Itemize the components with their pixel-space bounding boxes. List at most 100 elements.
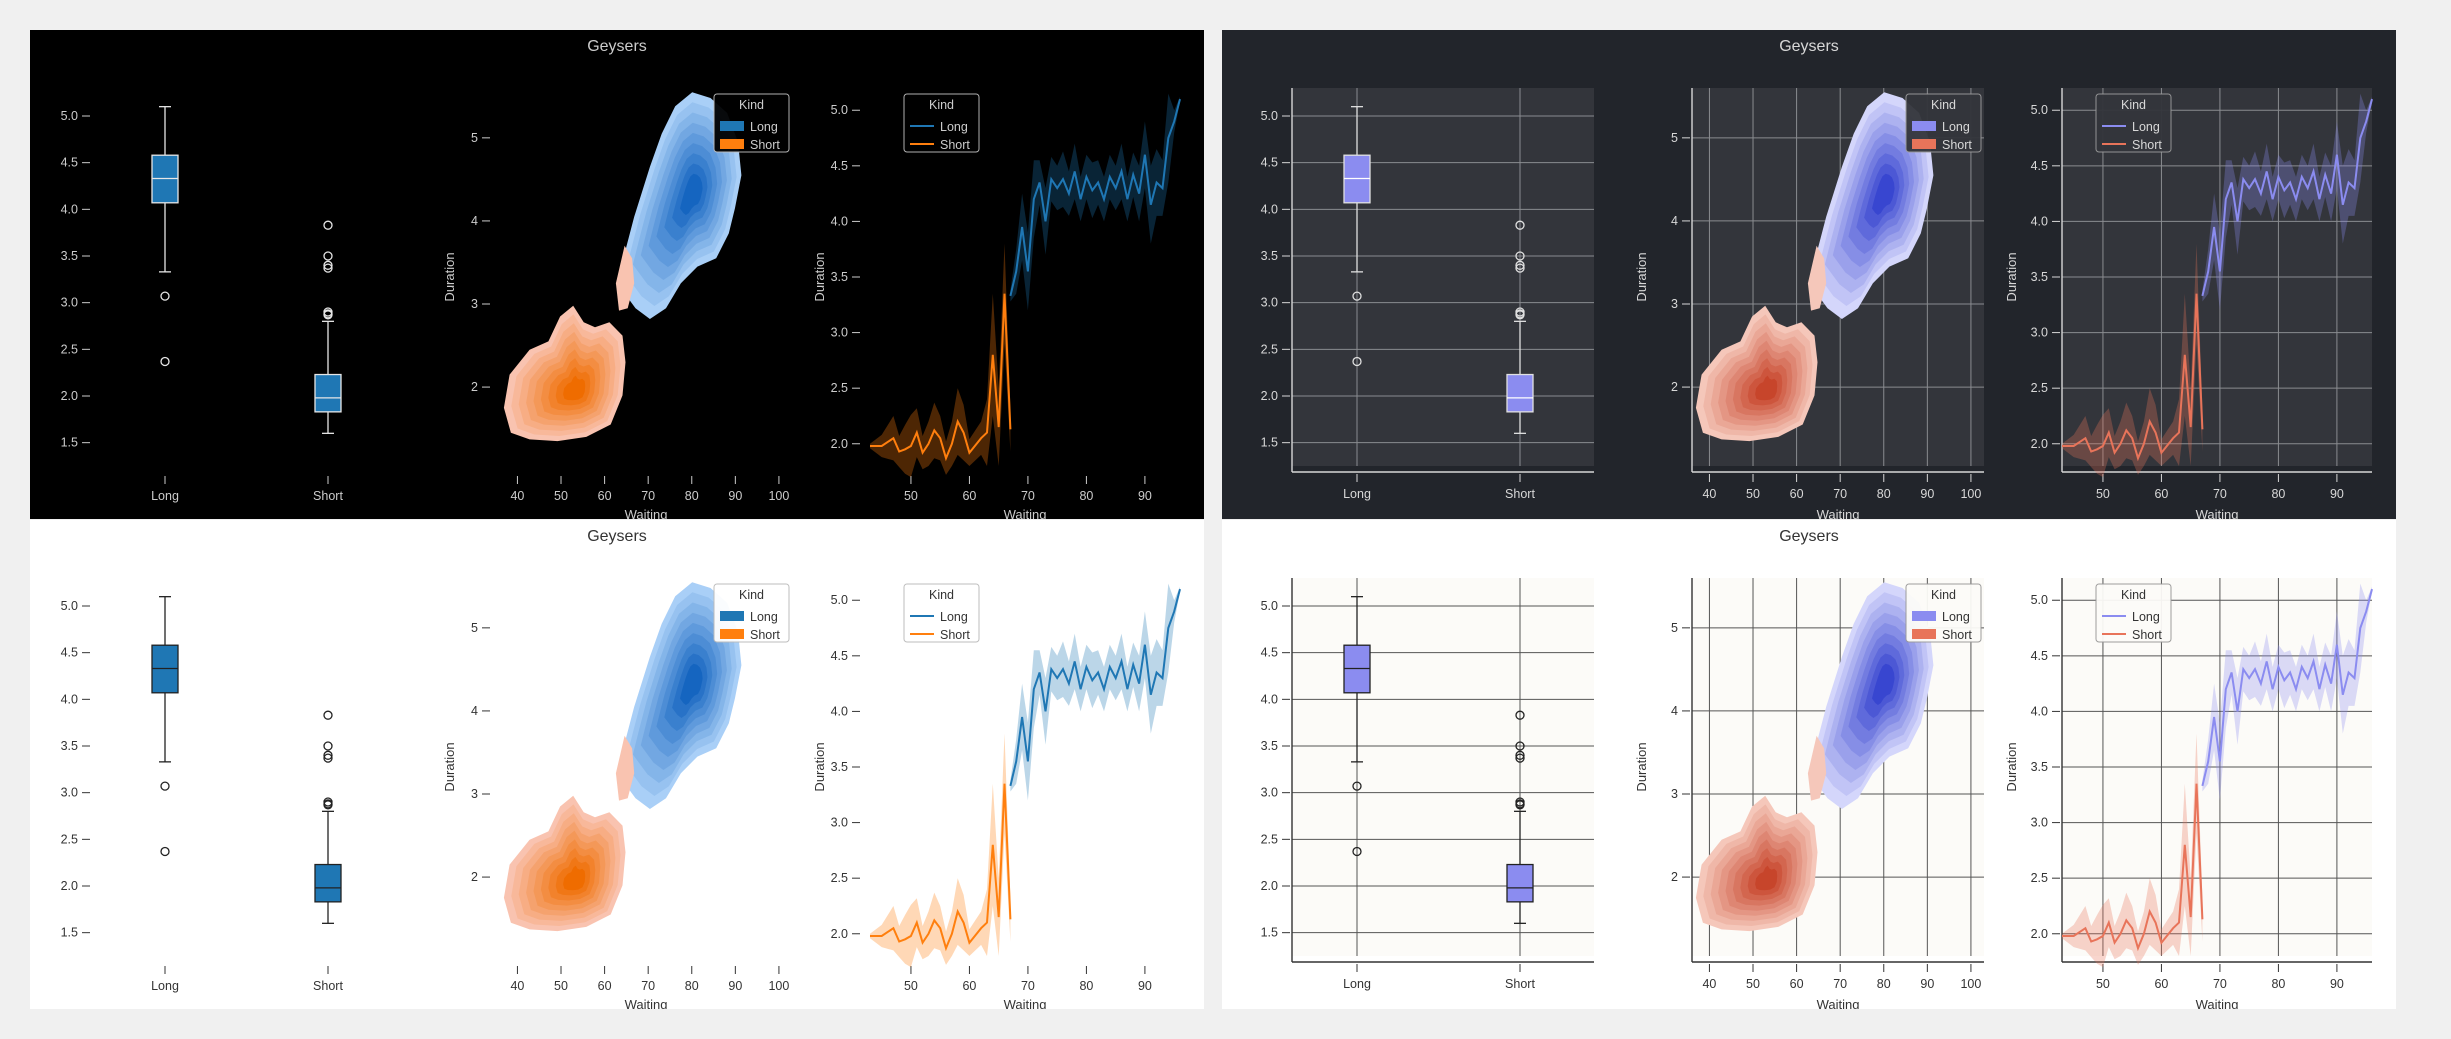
x-tick-label: Short <box>313 979 343 993</box>
y-axis-label: Duration <box>2004 252 2019 301</box>
legend-swatch <box>720 121 744 131</box>
outlier-point <box>323 741 333 751</box>
x-tick-label: 70 <box>1833 977 1847 991</box>
x-tick-label: 70 <box>2213 977 2227 991</box>
y-tick-label: 2.5 <box>1261 342 1278 356</box>
panel-title: Geysers <box>1779 528 1839 545</box>
outlier-point <box>1352 781 1362 791</box>
y-tick-label: 5.0 <box>2031 103 2048 117</box>
y-tick-label: 3.0 <box>61 296 78 310</box>
y-tick-label: 3.0 <box>1261 786 1278 800</box>
x-tick-label: 90 <box>2330 977 2344 991</box>
outlier-point <box>1515 750 1525 760</box>
x-tick-label: 60 <box>2154 977 2168 991</box>
kde-short <box>503 795 626 932</box>
y-tick-label: 1.5 <box>1261 436 1278 450</box>
y-tick-label: 4.5 <box>61 156 78 170</box>
boxplot-axes: 1.5 2.0 2.5 3.0 3.5 4.0 4.5 5.0 Long Short <box>1261 578 1594 991</box>
outlier-point <box>323 753 333 763</box>
boxplot-axes: 1.5 2.0 2.5 3.0 3.5 4.0 4.5 5.0 Long Short <box>61 88 402 503</box>
x-tick-label: 90 <box>728 979 742 993</box>
legend-entry: Short <box>750 138 780 152</box>
legend-swatch <box>720 611 744 621</box>
y-tick-label: 4 <box>1671 214 1678 228</box>
kde-satellite <box>1807 245 1827 311</box>
x-tick-label: 90 <box>1138 979 1152 993</box>
outlier-point <box>1515 220 1525 230</box>
y-tick-label: 3.5 <box>1261 249 1278 263</box>
y-tick-label: 2.0 <box>1261 879 1278 893</box>
x-tick-label: 50 <box>1746 487 1760 501</box>
y-tick-label: 2.5 <box>831 381 848 395</box>
chart-panel-light: 1.5 2.0 2.5 3.0 3.5 4.0 4.5 5.0 Long Short 2 3 4 5 40 5… <box>30 520 1204 1009</box>
y-axis-label: Duration <box>442 742 457 791</box>
confidence-band <box>1010 583 1180 801</box>
kde-level <box>1755 865 1778 891</box>
y-tick-label: 2.0 <box>61 879 78 893</box>
y-tick-label: 4.0 <box>1261 692 1278 706</box>
x-axis-label: Waiting <box>2196 997 2239 1009</box>
boxplot-axes: 1.5 2.0 2.5 3.0 3.5 4.0 4.5 5.0 Long Short <box>1261 88 1594 501</box>
x-tick-label: 60 <box>2154 487 2168 501</box>
plot-area <box>1292 578 1594 956</box>
legend-entry: Long <box>940 610 968 624</box>
y-tick-label: 5 <box>471 621 478 635</box>
confidence-band <box>2202 93 2372 311</box>
box-long <box>1343 106 1371 367</box>
y-axis-label: Duration <box>442 252 457 301</box>
legend-entry: Short <box>1942 138 1972 152</box>
x-tick-label: Long <box>1343 977 1371 991</box>
legend-title: Kind <box>2121 588 2146 602</box>
x-axis-label: Waiting <box>1817 997 1860 1009</box>
box-long <box>1343 596 1371 857</box>
kde-axes: 2 3 4 5 40 50 60 70 80 90 100 Waiting Duration Kind Lo… <box>442 578 792 1009</box>
y-tick-label: 1.5 <box>1261 926 1278 940</box>
plot-area <box>1292 88 1594 466</box>
y-tick-label: 5.0 <box>61 599 78 613</box>
y-tick-label: 3 <box>471 297 478 311</box>
confidence-band <box>870 243 1011 478</box>
kde-level <box>680 663 703 705</box>
y-tick-label: 2.0 <box>2031 437 2048 451</box>
outlier-point <box>323 220 333 230</box>
legend-swatch <box>1912 121 1936 131</box>
y-tick-label: 2 <box>1671 380 1678 394</box>
x-tick-label: Long <box>1343 487 1371 501</box>
y-tick-label: 3.5 <box>61 249 78 263</box>
kde-level <box>1872 663 1895 705</box>
y-tick-label: 4.0 <box>2031 704 2048 718</box>
legend-box <box>1905 93 1982 153</box>
x-tick-label: 50 <box>904 979 918 993</box>
kde-axes: 2 3 4 5 40 50 60 70 80 90 100 Waiting Duration Kind Lo… <box>442 88 792 519</box>
x-tick-label: 80 <box>2271 977 2285 991</box>
kde-layer <box>503 582 742 932</box>
kde-long <box>1807 582 1934 809</box>
outlier-point <box>323 263 333 273</box>
x-tick-label: Short <box>1505 977 1535 991</box>
lineplot-axes: 2.0 2.5 3.0 3.5 4.0 4.5 5.0 50 60 70 80 90 Waiting Du… <box>2004 88 2373 519</box>
y-tick-label: 4.0 <box>1261 202 1278 216</box>
legend-box <box>903 583 980 643</box>
x-tick-label: 40 <box>510 489 524 503</box>
y-tick-label: 2.5 <box>61 832 78 846</box>
line-series-short <box>2061 733 2204 968</box>
series-line <box>870 293 1012 462</box>
outlier-point <box>1515 800 1525 810</box>
legend-entry: Short <box>940 138 970 152</box>
outlier-point <box>1515 260 1525 270</box>
kde-long <box>1807 92 1934 319</box>
y-tick-label: 3.0 <box>2031 816 2048 830</box>
kde-level <box>563 375 586 401</box>
legend-title: Kind <box>929 588 954 602</box>
lineplot-axes: 2.0 2.5 3.0 3.5 4.0 4.5 5.0 50 60 70 80 90 Waiting Du… <box>2004 578 2373 1009</box>
y-tick-label: 3.0 <box>61 786 78 800</box>
outlier-point <box>160 846 170 857</box>
x-tick-label: 40 <box>510 979 524 993</box>
x-tick-label: 60 <box>598 489 612 503</box>
legend-entry: Long <box>940 120 968 134</box>
x-tick-label: 70 <box>641 489 655 503</box>
series-line <box>2062 783 2204 952</box>
legend-box <box>2095 583 2172 643</box>
box-iqr <box>1506 863 1534 903</box>
box-iqr <box>1506 373 1534 413</box>
